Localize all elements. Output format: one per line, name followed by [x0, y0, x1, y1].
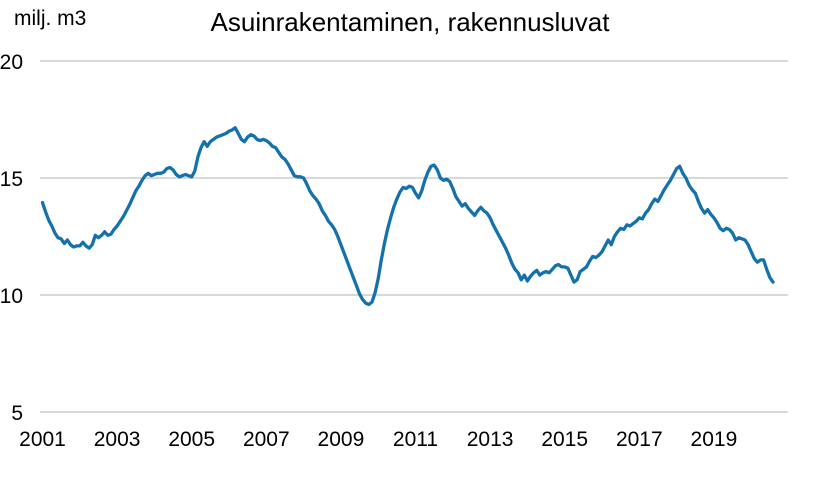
- x-tick-label: 2011: [393, 428, 438, 451]
- x-tick-label: 2009: [318, 428, 365, 451]
- x-tick-label: 2005: [168, 428, 215, 451]
- data-series-group: [40, 126, 775, 307]
- gridlines: [40, 60, 788, 413]
- x-tick-label: 2017: [616, 428, 663, 451]
- data-line: [40, 126, 775, 307]
- x-tick-label: 2015: [541, 428, 588, 451]
- x-axis-labels: 2001 2003 2005 2007 2009 2011 2013 2015 2017 2019: [19, 428, 737, 451]
- y-tick-label: 20: [0, 51, 23, 74]
- x-tick-label: 2003: [94, 428, 141, 451]
- x-tick-label: 2013: [467, 428, 514, 451]
- chart-title: Asuinrakentaminen, rakennusluvat: [211, 7, 611, 37]
- y-axis-labels: 20 15 10 5: [0, 51, 23, 425]
- y-axis-unit-label: milj. m3: [14, 7, 86, 30]
- y-tick-label: 10: [0, 285, 23, 308]
- y-tick-label: 15: [0, 168, 23, 191]
- x-tick-label: 2001: [19, 428, 66, 451]
- x-tick-label: 2007: [243, 428, 290, 451]
- x-tick-label: 2019: [691, 428, 738, 451]
- y-tick-label: 5: [11, 402, 23, 425]
